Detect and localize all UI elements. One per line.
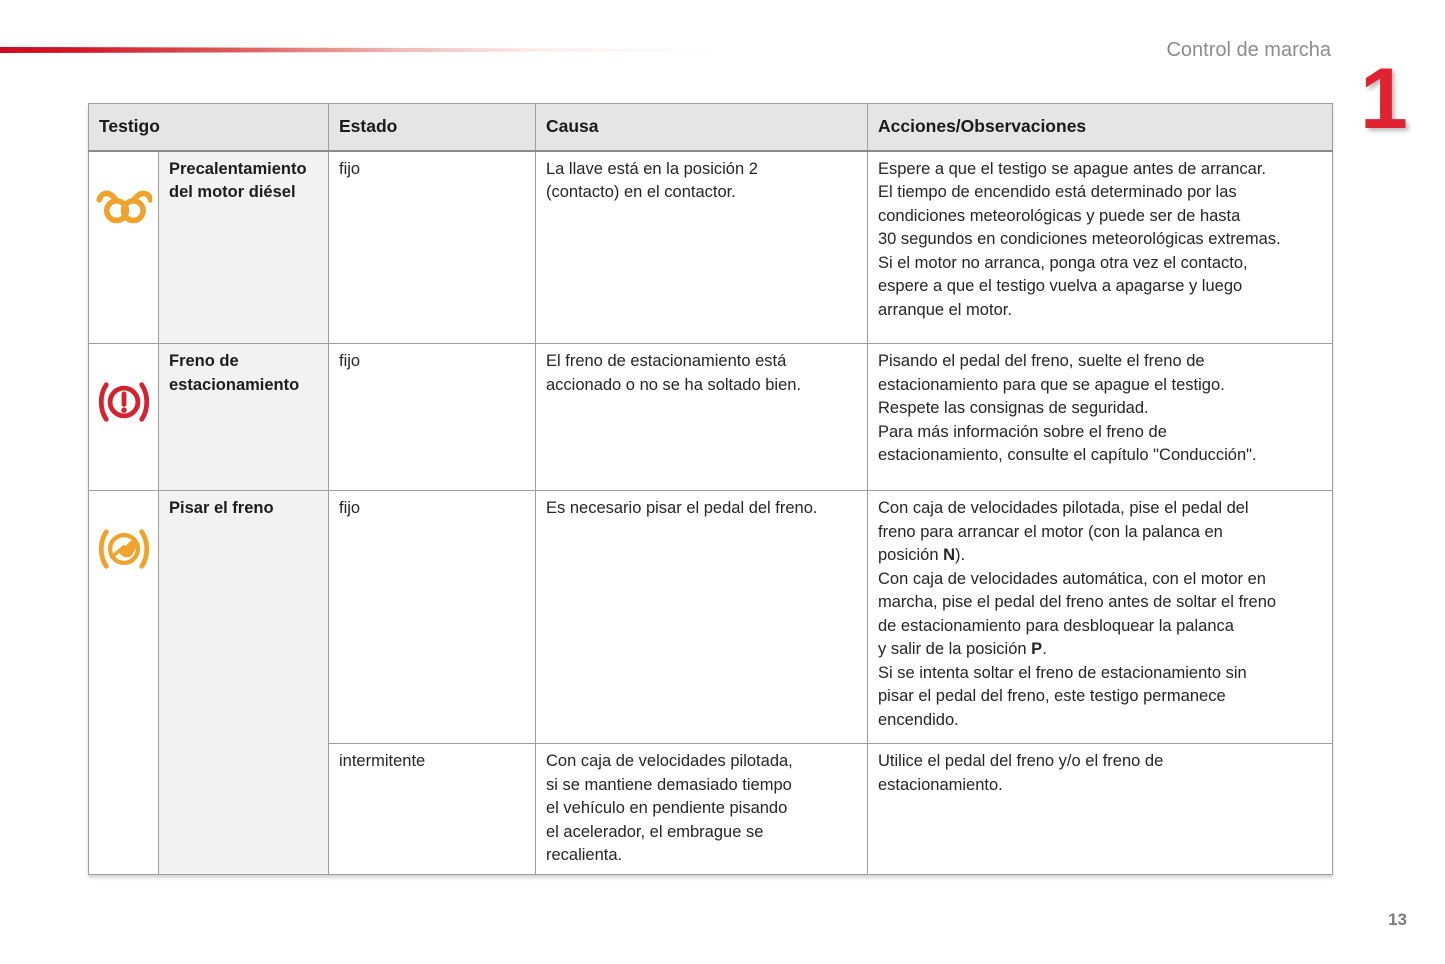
causa-cell: El freno de estacionamiento está acciona… (535, 343, 868, 491)
col-header-acciones: Acciones/Observaciones (867, 103, 1333, 152)
testigo-icon-cell (88, 150, 159, 344)
testigo-icon-cell (88, 343, 159, 491)
table-header-row: Testigo Estado Causa Acciones/Observacio… (88, 103, 1333, 152)
warning-lights-table: Testigo Estado Causa Acciones/Observacio… (88, 103, 1333, 875)
acciones-cell: Utilice el pedal del freno y/o el freno … (867, 743, 1333, 875)
chapter-number: 1 (1360, 51, 1408, 147)
col-header-testigo: Testigo (88, 103, 329, 152)
glow-plug-icon (95, 190, 152, 224)
table-row: intermitente Con caja de velocidades pil… (89, 743, 1333, 875)
table-row: Pisar el freno fijo Es necesario pisar e… (88, 490, 1333, 875)
causa-cell: La llave está en la posición 2 (contacto… (535, 150, 868, 344)
running-header: Control de marcha (1166, 39, 1331, 61)
indicator-name: Precalentamiento del motor diésel (158, 150, 329, 344)
estado-cell: fijo (328, 150, 536, 344)
acciones-cell: Pisando el pedal del freno, suelte el fr… (867, 343, 1333, 491)
acciones-cell: Espere a que el testigo se apague antes … (867, 150, 1333, 344)
acciones-cell: Con caja de velocidades pilotada, pise e… (867, 490, 1333, 744)
col-header-estado: Estado (328, 103, 536, 152)
estado-cell: fijo (328, 490, 536, 744)
parking-brake-icon (98, 381, 149, 422)
indicator-name: Pisar el freno (158, 490, 329, 875)
testigo-icon-cell (88, 490, 159, 875)
col-header-causa: Causa (535, 103, 868, 152)
estado-cell: fijo (328, 343, 536, 491)
table-row: Freno de estacionamiento fijo El freno d… (88, 343, 1333, 491)
estado-cell: intermitente (328, 743, 536, 875)
brake-pedal-icon (98, 528, 149, 569)
indicator-name: Freno de estacionamiento (158, 343, 329, 491)
causa-cell: Con caja de velocidades pilotada, si se … (535, 743, 868, 875)
red-gradient-rule (0, 47, 720, 53)
table-row: Precalentamiento del motor diésel fijo L… (88, 150, 1333, 344)
causa-cell: Es necesario pisar el pedal del freno. (535, 490, 868, 744)
page-number: 13 (1388, 910, 1407, 929)
